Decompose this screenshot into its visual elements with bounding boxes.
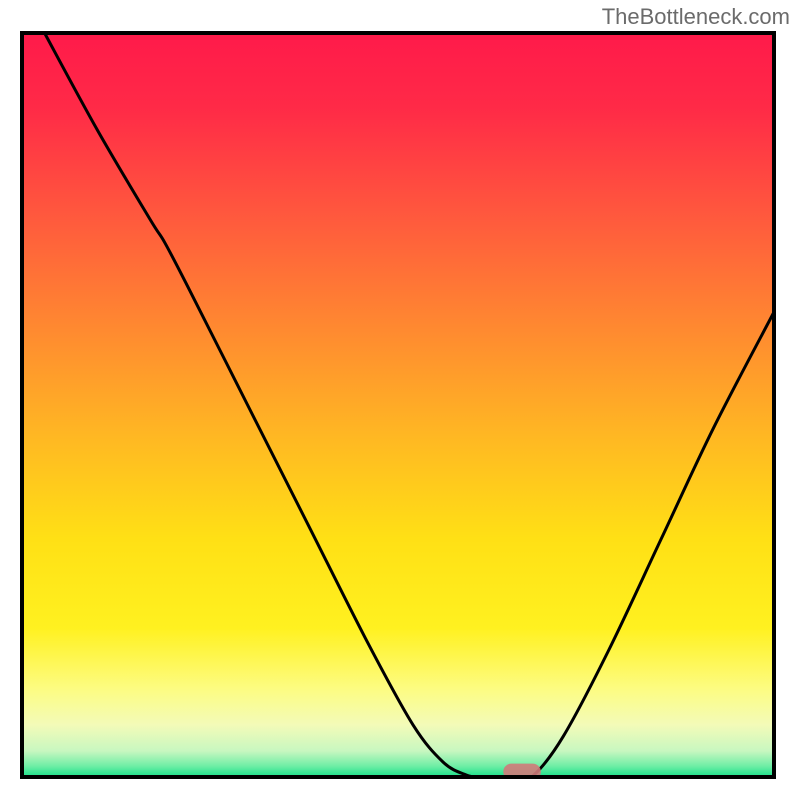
chart-svg <box>0 0 800 800</box>
watermark-text: TheBottleneck.com <box>602 4 790 30</box>
chart-container: TheBottleneck.com <box>0 0 800 800</box>
gradient-background <box>22 33 774 777</box>
